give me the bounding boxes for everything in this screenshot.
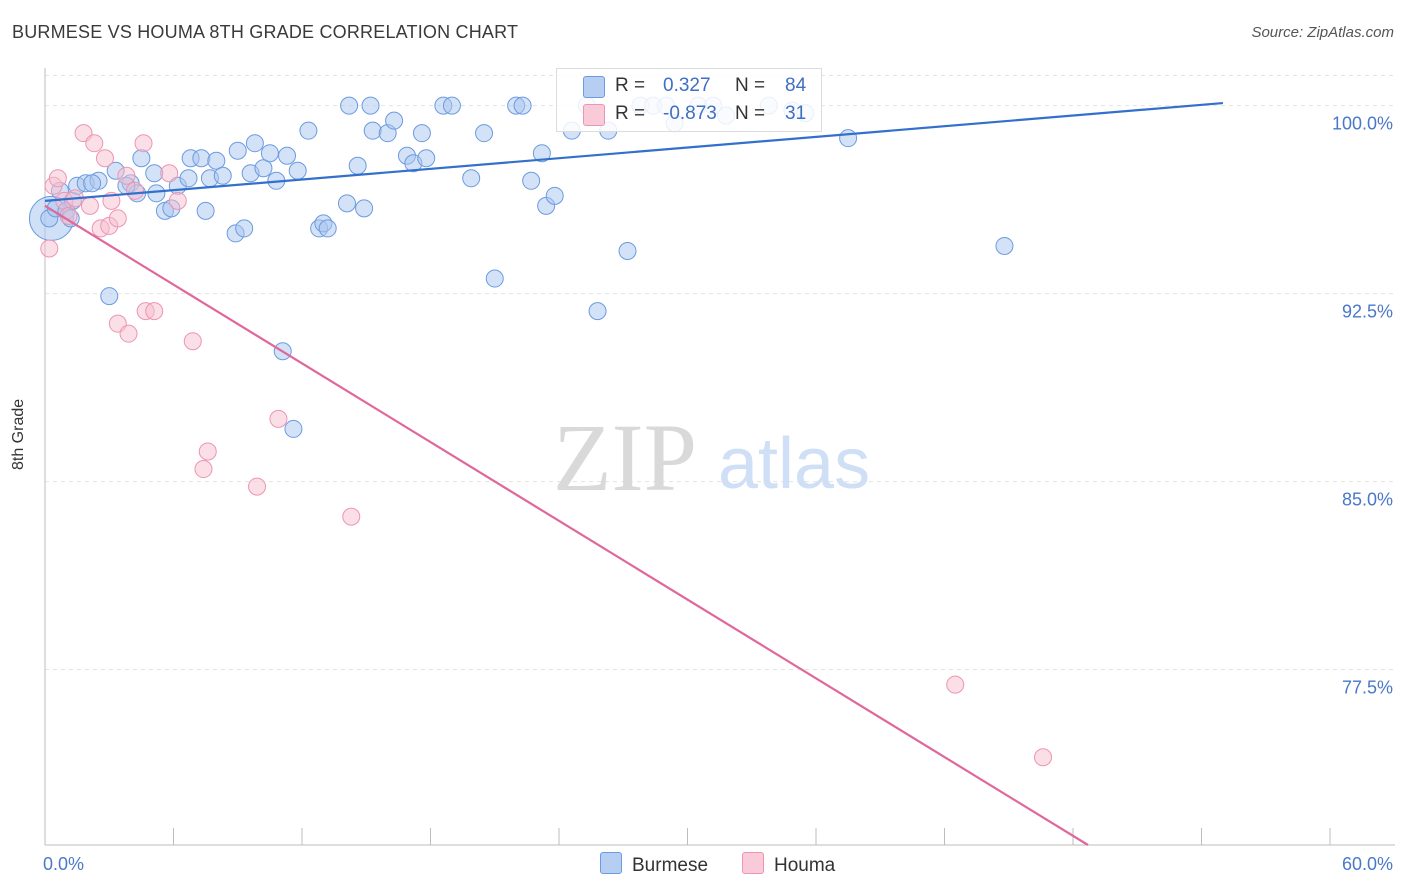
burmese-point <box>340 96 359 115</box>
burmese-point <box>207 151 226 170</box>
burmese-point <box>192 149 211 168</box>
burmese-point <box>475 124 494 143</box>
burmese-point <box>337 194 356 213</box>
houma-point <box>95 149 114 168</box>
stats-legend: R = 0.327 N = 84 R = -0.873 N = 31 <box>556 68 822 132</box>
burmese-point <box>278 146 297 165</box>
burmese-trend-line <box>44 101 1224 202</box>
n-value: 84 <box>785 75 807 96</box>
burmese-point <box>288 161 307 180</box>
burmese-point <box>83 174 102 193</box>
burmese-point <box>618 241 637 260</box>
houma-point <box>160 164 179 183</box>
houma-point <box>168 191 187 210</box>
houma-point <box>269 409 288 428</box>
houma-point <box>342 507 361 526</box>
burmese-point <box>260 144 279 163</box>
burmese-point <box>485 269 504 288</box>
r-label: R = <box>615 103 646 124</box>
y-tick-label: 85.0% <box>1342 490 1393 510</box>
watermark-atlas: atlas <box>718 424 870 504</box>
y-tick-label: 77.5% <box>1342 678 1393 698</box>
houma-point <box>134 134 153 153</box>
houma-point <box>183 332 202 351</box>
burmese-point <box>545 186 564 205</box>
y-tick-label: 92.5% <box>1342 302 1393 322</box>
burmese-point <box>462 169 481 188</box>
burmese-legend-swatch <box>600 852 622 874</box>
r-value: 0.327 <box>663 75 711 96</box>
burmese-point <box>132 149 151 168</box>
r-label: R = <box>615 75 646 96</box>
burmese-point <box>363 121 382 140</box>
burmese-point <box>442 96 461 115</box>
x-tick-label: 0.0% <box>43 854 84 874</box>
burmese-point <box>839 129 858 148</box>
houma-point <box>108 209 127 228</box>
houma-swatch <box>583 104 605 126</box>
burmese-point <box>179 169 198 188</box>
x-tick-label: 60.0% <box>1342 854 1393 874</box>
burmese-point <box>145 164 164 183</box>
houma-point <box>946 675 965 694</box>
legend-label-burmese: Burmese <box>632 855 709 876</box>
burmese-point <box>245 134 264 153</box>
houma-point <box>117 166 136 185</box>
chart-title: BURMESE VS HOUMA 8TH GRADE CORRELATION C… <box>12 22 519 42</box>
burmese-point <box>318 219 337 238</box>
burmese-point <box>588 302 607 321</box>
burmese-point <box>513 96 532 115</box>
houma-point <box>85 134 104 153</box>
houma-point <box>80 196 99 215</box>
burmese-point <box>412 124 431 143</box>
legend-label-houma: Houma <box>774 855 836 876</box>
n-label: N = <box>735 103 766 124</box>
houma-point <box>145 302 164 321</box>
burmese-point <box>100 287 119 306</box>
houma-point <box>48 169 67 188</box>
n-value: 31 <box>785 103 807 124</box>
houma-point <box>194 460 213 479</box>
burmese-swatch <box>583 76 605 98</box>
burmese-point <box>284 419 303 438</box>
houma-point <box>119 324 138 343</box>
burmese-point <box>522 171 541 190</box>
houma-trend-line <box>44 204 1089 846</box>
houma-legend-swatch <box>742 852 764 874</box>
watermark-zip: ZIP <box>553 404 697 511</box>
burmese-point <box>348 156 367 175</box>
burmese-point <box>213 166 232 185</box>
r-value: -0.873 <box>663 103 717 124</box>
legend-item-burmese[interactable]: Burmese <box>600 852 708 877</box>
burmese-point <box>385 111 404 130</box>
burmese-point <box>417 149 436 168</box>
burmese-point <box>532 144 551 163</box>
houma-point <box>125 181 144 200</box>
burmese-point <box>254 159 273 178</box>
houma-point <box>198 442 217 461</box>
burmese-point <box>147 184 166 203</box>
burmese-point <box>196 201 215 220</box>
burmese-point <box>355 199 374 218</box>
watermark: ZIP atlas <box>553 404 870 511</box>
y-tick-label: 100.0% <box>1332 114 1393 134</box>
grid-lines <box>45 75 1395 671</box>
n-label: N = <box>735 75 766 96</box>
houma-point <box>1034 748 1053 767</box>
burmese-point <box>361 96 380 115</box>
burmese-point <box>995 236 1014 255</box>
burmese-point <box>228 141 247 160</box>
burmese-point <box>299 121 318 140</box>
houma-point <box>248 477 267 496</box>
houma-point <box>40 239 59 258</box>
source-label: Source: ZipAtlas.com <box>1251 24 1394 41</box>
legend-item-houma[interactable]: Houma <box>742 852 835 877</box>
burmese-point <box>235 219 254 238</box>
